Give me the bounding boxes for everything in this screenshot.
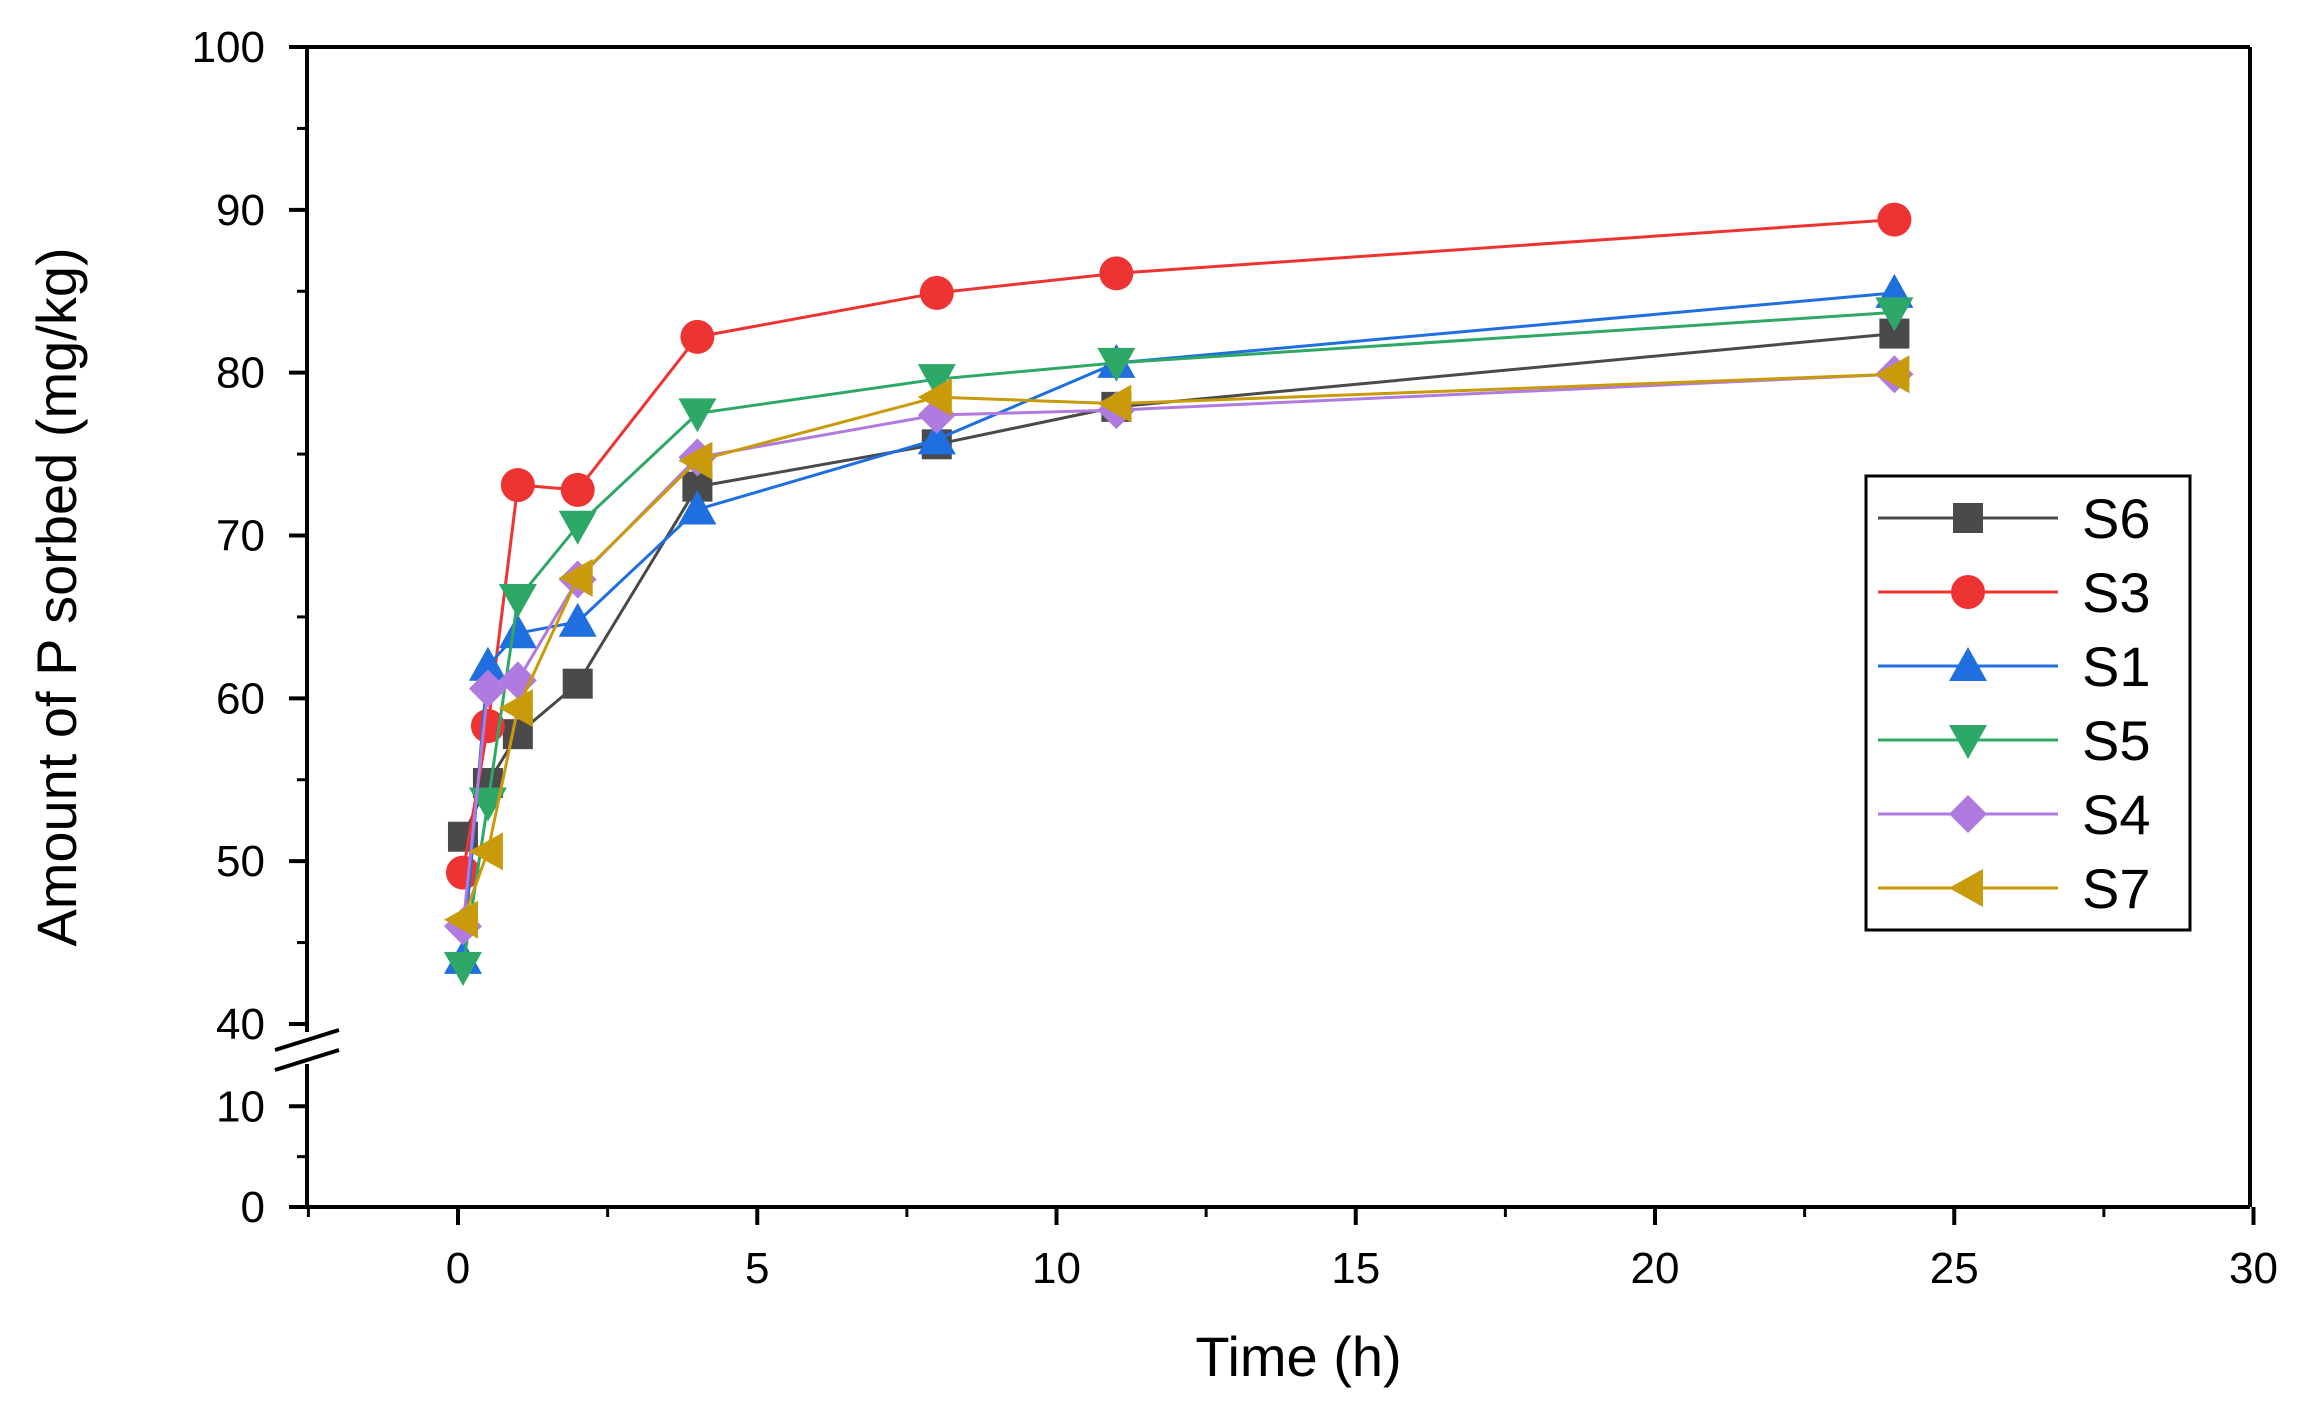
data-point-s3 (560, 472, 595, 507)
legend-item-s5: S5 (1878, 709, 2151, 772)
data-point-s7 (678, 441, 713, 480)
data-point-s7 (558, 558, 593, 597)
x-axis-title: Time (h) (1195, 1325, 1401, 1388)
data-point-s1 (558, 602, 597, 637)
data-point-s5 (1875, 297, 1914, 332)
y-tick-label: 90 (216, 186, 265, 235)
data-point-s7 (1875, 355, 1910, 394)
legend-marker (1953, 503, 1983, 533)
series-line-s7 (461, 372, 1895, 921)
y-axis-title: Amount of P sorbed (mg/kg) (25, 247, 88, 946)
legend: S6 S3 S1 S5 S4 S7 (1864, 474, 2192, 932)
legend-label: S6 (2082, 487, 2151, 550)
legend-label: S7 (2082, 857, 2151, 920)
legend-item-s7: S7 (1878, 857, 2151, 920)
data-point-s3 (919, 275, 954, 310)
y-tick-label: 40 (216, 1000, 265, 1049)
data-point-s7 (1097, 384, 1132, 423)
data-point-s3 (680, 319, 715, 354)
data-point-s5 (558, 510, 597, 545)
x-tick-label: 5 (745, 1244, 769, 1293)
legend-item-s1: S1 (1878, 635, 2151, 698)
data-point-s7 (917, 378, 952, 417)
data-point-s1 (468, 646, 507, 681)
legend-label: S1 (2082, 635, 2151, 698)
axes: 0 5 10 15 20 25 30 0 10 40 50 60 70 80 90 100 (192, 23, 2278, 1293)
legend-label: S5 (2082, 709, 2151, 772)
x-tick-label: 20 (1631, 1244, 1680, 1293)
data-point-s7 (498, 689, 533, 728)
axis-break-mark-lower (274, 1048, 340, 1072)
legend-label: S3 (2082, 561, 2151, 624)
data-point-s7 (443, 900, 478, 939)
data-point-s1 (917, 420, 956, 455)
axis-break-mark-upper (274, 1028, 340, 1052)
data-point-s5 (443, 952, 482, 987)
series-s7 (443, 355, 1910, 939)
legend-marker (1949, 647, 1987, 681)
x-tick-label: 10 (1032, 1244, 1081, 1293)
y-tick-label: 10 (216, 1082, 265, 1131)
legend-marker (1949, 795, 1987, 833)
legend-marker (1951, 575, 1985, 609)
data-point-s6 (562, 668, 593, 699)
data-point-s5 (498, 584, 537, 619)
data-point-s5 (468, 787, 507, 822)
y-tick-label: 0 (241, 1183, 265, 1232)
data-point-s5 (917, 364, 956, 399)
data-point-s1 (498, 614, 537, 649)
x-tick-label: 25 (1930, 1244, 1979, 1293)
y-tick-label: 70 (216, 512, 265, 561)
y-tick-label: 80 (216, 349, 265, 398)
data-point-s3 (1877, 202, 1912, 237)
series-layer (443, 202, 1914, 987)
legend-marker (1949, 725, 1987, 759)
legend-label: S4 (2082, 783, 2151, 846)
legend-marker (1949, 869, 1983, 907)
data-point-s3 (1099, 256, 1134, 291)
legend-item-s6: S6 (1878, 487, 2151, 550)
data-point-s7 (468, 832, 503, 871)
series-s5 (443, 297, 1914, 987)
data-point-s5 (678, 398, 717, 433)
legend-item-s4: S4 (1878, 783, 2151, 846)
series-line-s5 (461, 310, 1895, 968)
y-tick-label: 100 (192, 23, 265, 72)
data-point-s5 (1097, 347, 1136, 382)
x-tick-label: 0 (446, 1244, 470, 1293)
data-point-s1 (678, 490, 717, 525)
data-point-s4 (468, 669, 507, 708)
x-tick-label: 30 (2229, 1244, 2278, 1293)
y-tick-label: 60 (216, 674, 265, 723)
y-tick-label: 50 (216, 837, 265, 886)
legend-box (1864, 474, 2192, 932)
x-tick-label: 15 (1331, 1244, 1380, 1293)
legend-item-s3: S3 (1878, 561, 2151, 624)
data-point-s3 (500, 468, 535, 503)
